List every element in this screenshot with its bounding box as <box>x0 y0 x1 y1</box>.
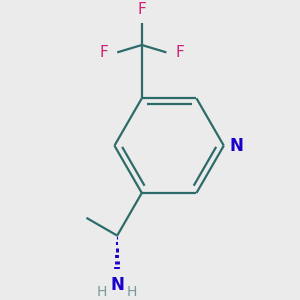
Text: H: H <box>97 285 107 298</box>
Text: N: N <box>110 276 124 294</box>
Text: N: N <box>229 136 243 154</box>
Text: F: F <box>137 2 146 17</box>
Text: F: F <box>99 45 108 60</box>
Text: F: F <box>176 45 184 60</box>
Text: H: H <box>127 285 137 298</box>
